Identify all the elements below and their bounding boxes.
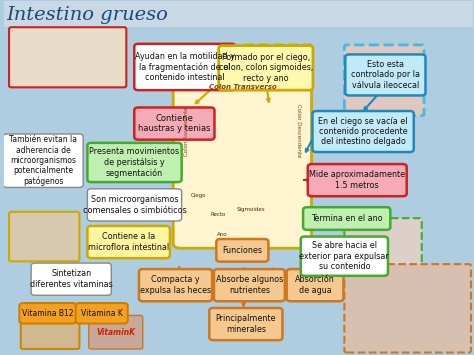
FancyBboxPatch shape [87, 189, 182, 221]
FancyBboxPatch shape [89, 315, 143, 349]
Text: Recto: Recto [210, 212, 226, 217]
FancyBboxPatch shape [303, 207, 390, 230]
FancyBboxPatch shape [210, 308, 283, 340]
Text: Principalmente
minerales: Principalmente minerales [216, 315, 276, 334]
FancyBboxPatch shape [219, 45, 313, 90]
Text: Ciego: Ciego [191, 193, 207, 198]
FancyBboxPatch shape [216, 239, 268, 262]
Text: Contiene a la
microflora intestinal: Contiene a la microflora intestinal [88, 232, 169, 252]
FancyBboxPatch shape [134, 108, 214, 140]
FancyBboxPatch shape [344, 45, 424, 116]
FancyBboxPatch shape [345, 54, 426, 95]
Text: Presenta movimientos
de peristálsis y
segmentación: Presenta movimientos de peristálsis y se… [90, 147, 180, 178]
FancyBboxPatch shape [3, 134, 83, 187]
Text: VitaminK: VitaminK [96, 328, 135, 337]
FancyBboxPatch shape [9, 212, 80, 261]
Text: Funciones: Funciones [222, 246, 263, 255]
Text: Ano: Ano [217, 231, 228, 236]
Text: Colon Transverso: Colon Transverso [209, 84, 276, 90]
FancyBboxPatch shape [4, 1, 474, 27]
FancyBboxPatch shape [31, 263, 111, 295]
FancyBboxPatch shape [214, 269, 285, 301]
FancyBboxPatch shape [21, 313, 80, 349]
Text: Termina en el ano: Termina en el ano [311, 214, 383, 223]
FancyBboxPatch shape [301, 236, 388, 276]
Text: Colon Ascendente: Colon Ascendente [184, 106, 189, 156]
FancyBboxPatch shape [19, 303, 76, 323]
Text: Mide aproximadamente
1.5 metros: Mide aproximadamente 1.5 metros [309, 170, 405, 190]
Text: Se abre hacia el
exterior para expulsar
su contenido: Se abre hacia el exterior para expulsar … [300, 241, 389, 271]
Text: Absorbe algunos
nutrientes: Absorbe algunos nutrientes [216, 275, 283, 295]
FancyBboxPatch shape [9, 27, 126, 87]
Text: Sintetizan
diferentes vitaminas: Sintetizan diferentes vitaminas [30, 269, 113, 289]
Text: Vitamina K: Vitamina K [81, 309, 123, 318]
Text: Esto esta
controlado por la
válvula ileocecal: Esto esta controlado por la válvula ileo… [351, 60, 420, 90]
Text: Absorción
de agua: Absorción de agua [295, 275, 335, 295]
FancyBboxPatch shape [134, 44, 236, 90]
Text: Intestino grueso: Intestino grueso [7, 6, 169, 24]
Text: Vitamina B12: Vitamina B12 [22, 309, 73, 318]
Text: En el ciego se vacía el
contenido procedente
del intestino delgado: En el ciego se vacía el contenido proced… [319, 117, 408, 146]
FancyBboxPatch shape [173, 57, 311, 248]
FancyBboxPatch shape [287, 269, 344, 301]
FancyBboxPatch shape [312, 111, 414, 152]
Text: También evitan la
adherencia de
microorganismos
potencialmente
patógenos: También evitan la adherencia de microorg… [9, 135, 77, 186]
FancyBboxPatch shape [87, 226, 170, 258]
Text: Contiene
haustras y tenias: Contiene haustras y tenias [138, 114, 210, 133]
FancyBboxPatch shape [76, 303, 128, 323]
FancyBboxPatch shape [344, 264, 471, 353]
Text: Sigmoides: Sigmoides [236, 207, 265, 212]
Text: Colon Descendente: Colon Descendente [296, 104, 301, 158]
FancyBboxPatch shape [344, 218, 422, 287]
Text: Formado por el ciego,
colon, colon sigmoides,
recto y ano: Formado por el ciego, colon, colon sigmo… [219, 53, 313, 83]
Text: Son microorganismos
comensales o simbióticos: Son microorganismos comensales o simbiót… [82, 195, 186, 215]
FancyBboxPatch shape [308, 164, 407, 196]
FancyBboxPatch shape [87, 143, 182, 182]
FancyBboxPatch shape [239, 45, 311, 110]
FancyBboxPatch shape [139, 269, 212, 301]
Text: Compacta y
expulsa las heces: Compacta y expulsa las heces [140, 275, 211, 295]
Text: Ayudan en la motilidad y
la fragmentación de el
contenido intestinal: Ayudan en la motilidad y la fragmentació… [135, 52, 235, 82]
